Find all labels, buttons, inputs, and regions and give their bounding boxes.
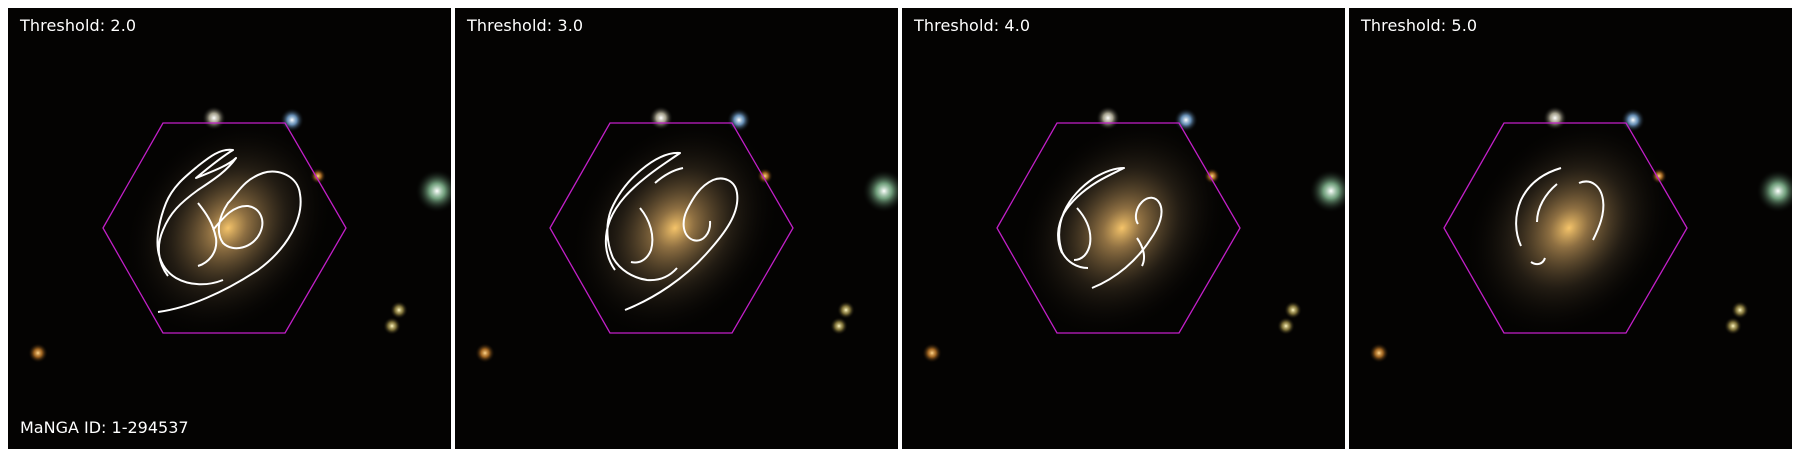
panel-title: Threshold: 2.0 <box>20 16 137 35</box>
star <box>383 317 401 335</box>
contour-lines <box>604 151 739 311</box>
image-panel-2: Threshold: 3.0 <box>455 8 898 449</box>
ifu-hexagon <box>996 122 1241 334</box>
star <box>1543 106 1567 130</box>
galaxy-glow <box>1462 117 1676 339</box>
star <box>727 108 751 132</box>
galaxy-glow <box>568 117 782 339</box>
contour-lines <box>156 148 302 313</box>
star <box>280 108 304 132</box>
star <box>202 106 226 130</box>
star <box>830 317 848 335</box>
star <box>922 343 942 363</box>
star <box>390 301 408 319</box>
galaxy-image <box>475 106 898 363</box>
ifu-hexagon <box>1443 122 1688 334</box>
star <box>1369 343 1389 363</box>
star <box>28 343 48 363</box>
image-panel-4: Threshold: 5.0 <box>1349 8 1792 449</box>
star <box>1174 108 1198 132</box>
star <box>1724 317 1742 335</box>
image-panel-3: Threshold: 4.0 <box>902 8 1345 449</box>
image-panel-1: Threshold: 2.0 MaNGA ID: 1-294537 <box>8 8 451 449</box>
star <box>1096 106 1120 130</box>
star <box>415 169 451 213</box>
star <box>1277 317 1295 335</box>
star <box>1309 169 1345 213</box>
galaxy-glow <box>121 117 335 339</box>
contour-lines <box>1057 167 1163 289</box>
panel-title: Threshold: 4.0 <box>914 16 1031 35</box>
star <box>649 106 673 130</box>
panel-title: Threshold: 3.0 <box>467 16 584 35</box>
galaxy-image <box>922 106 1345 363</box>
galaxy-glow <box>1015 117 1229 339</box>
contour-lines <box>1515 167 1605 266</box>
star <box>475 343 495 363</box>
ifu-hexagon <box>549 122 794 334</box>
star <box>837 301 855 319</box>
star <box>1621 108 1645 132</box>
star <box>862 169 898 213</box>
galaxy-image <box>28 106 451 363</box>
panel-title: Threshold: 5.0 <box>1361 16 1478 35</box>
star <box>1756 169 1792 213</box>
star <box>1284 301 1302 319</box>
object-id-label: MaNGA ID: 1-294537 <box>20 418 189 437</box>
star <box>1731 301 1749 319</box>
galaxy-image <box>1369 106 1792 363</box>
ifu-hexagon <box>102 122 347 334</box>
